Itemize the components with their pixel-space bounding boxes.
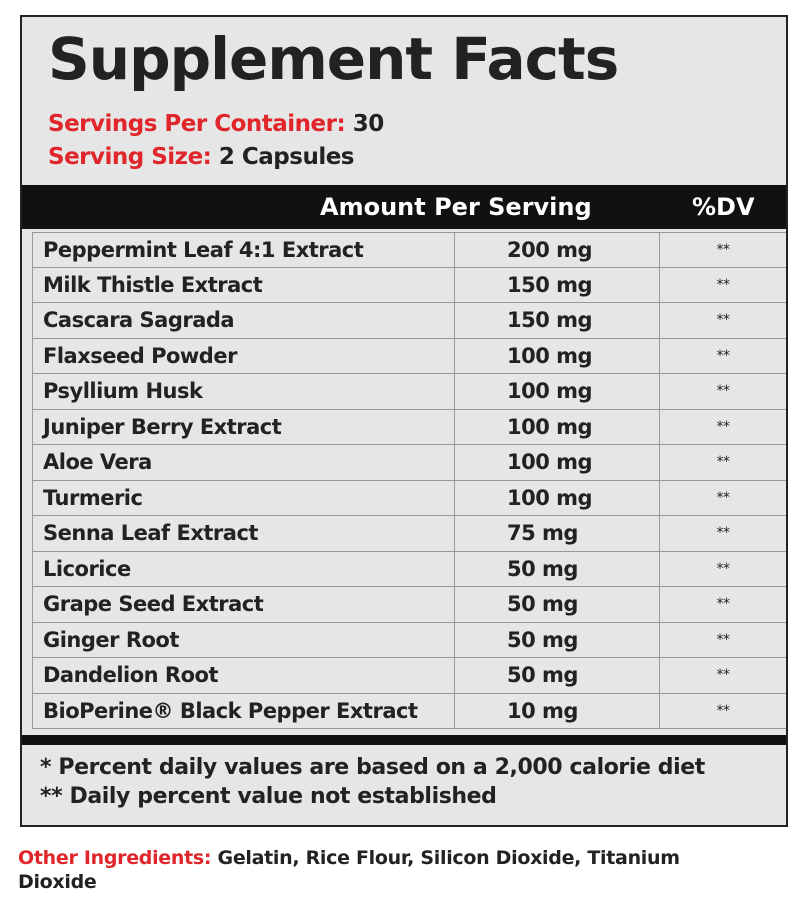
daily-value: ** xyxy=(659,409,786,444)
ingredient-row: Cascara Sagrada 150 mg ** xyxy=(32,303,786,339)
serving-size-value: 2 Capsules xyxy=(218,144,355,170)
servings-value: 30 xyxy=(352,111,385,137)
amount: 10 mg xyxy=(454,693,659,728)
ingredient-row: Aloe Vera 100 mg ** xyxy=(32,445,786,481)
daily-value: ** xyxy=(659,622,786,657)
ingredient-row: Juniper Berry Extract 100 mg ** xyxy=(32,409,786,445)
amount: 50 mg xyxy=(454,551,659,586)
daily-value: ** xyxy=(659,693,786,728)
amount: 50 mg xyxy=(454,658,659,693)
ingredient-name: Ginger Root xyxy=(32,622,454,657)
servings-label: Servings Per Container: xyxy=(48,111,346,137)
ingredient-name: Cascara Sagrada xyxy=(32,303,454,338)
ingredient-name: Milk Thistle Extract xyxy=(32,267,454,302)
amount: 100 mg xyxy=(454,480,659,515)
footnote: ** Daily percent value not established xyxy=(40,784,497,809)
other-label: Other Ingredients: xyxy=(18,847,212,869)
amount: 100 mg xyxy=(454,409,659,444)
daily-value: ** xyxy=(659,338,786,373)
ingredient-name: Grape Seed Extract xyxy=(32,587,454,622)
ingredient-name: Aloe Vera xyxy=(32,445,454,480)
ingredient-row: Flaxseed Powder 100 mg ** xyxy=(32,338,786,374)
ingredient-row: Turmeric 100 mg ** xyxy=(32,480,786,516)
ingredient-row: Milk Thistle Extract 150 mg ** xyxy=(32,267,786,303)
daily-value: ** xyxy=(659,303,786,338)
column-header: %DV xyxy=(692,193,755,221)
header-bar: Amount Per Serving %DV xyxy=(22,185,786,229)
daily-value: ** xyxy=(659,587,786,622)
serving-size-label: Serving Size: xyxy=(48,144,212,170)
facts-panel: Supplement Facts Servings Per Container:… xyxy=(20,15,788,827)
ingredient-name: Flaxseed Powder xyxy=(32,338,454,373)
ingredient-row: Senna Leaf Extract 75 mg ** xyxy=(32,516,786,552)
ingredient-name: Licorice xyxy=(32,551,454,586)
ingredient-row: Peppermint Leaf 4:1 Extract 200 mg ** xyxy=(32,232,786,268)
amount: 100 mg xyxy=(454,374,659,409)
ingredient-name: Turmeric xyxy=(32,480,454,515)
ingredient-table: Peppermint Leaf 4:1 Extract 200 mg ** Milk … xyxy=(32,232,786,729)
amount: 100 mg xyxy=(454,338,659,373)
daily-value: ** xyxy=(659,374,786,409)
amount: 150 mg xyxy=(454,267,659,302)
ingredient-row: Dandelion Root 50 mg ** xyxy=(32,658,786,694)
ingredient-name: Peppermint Leaf 4:1 Extract xyxy=(32,233,454,267)
daily-value: ** xyxy=(659,267,786,302)
ingredient-row: BioPerine® Black Pepper Extract 10 mg ** xyxy=(32,693,786,729)
ingredient-row: Grape Seed Extract 50 mg ** xyxy=(32,587,786,623)
daily-value: ** xyxy=(659,658,786,693)
amount: 50 mg xyxy=(454,622,659,657)
daily-value: ** xyxy=(659,480,786,515)
ingredient-row: Psyllium Husk 100 mg ** xyxy=(32,374,786,410)
amount: 100 mg xyxy=(454,445,659,480)
ingredient-row: Licorice 50 mg ** xyxy=(32,551,786,587)
daily-value: ** xyxy=(659,233,786,267)
ingredient-name: BioPerine® Black Pepper Extract xyxy=(32,693,454,728)
serving-size-line: Serving Size: 2 Capsules xyxy=(48,144,355,170)
daily-value: ** xyxy=(659,516,786,551)
other-value: Gelatin, Rice Flour, Silicon Dioxide, Ti… xyxy=(18,847,680,893)
ingredient-name: Dandelion Root xyxy=(32,658,454,693)
ingredient-name: Senna Leaf Extract xyxy=(32,516,454,551)
amount: 75 mg xyxy=(454,516,659,551)
ingredient-name: Juniper Berry Extract xyxy=(32,409,454,444)
ingredient-name: Psyllium Husk xyxy=(32,374,454,409)
ingredient-row: Ginger Root 50 mg ** xyxy=(32,622,786,658)
amount: 150 mg xyxy=(454,303,659,338)
daily-value: ** xyxy=(659,551,786,586)
amount: 200 mg xyxy=(454,233,659,267)
divider xyxy=(22,735,786,745)
column-header: Amount Per Serving xyxy=(320,193,592,221)
other-ingredients: Other Ingredients: Gelatin, Rice Flour, … xyxy=(18,846,698,894)
daily-value: ** xyxy=(659,445,786,480)
amount: 50 mg xyxy=(454,587,659,622)
footnote: * Percent daily values are based on a 2,… xyxy=(40,755,705,780)
title: Supplement Facts xyxy=(48,25,619,93)
servings-line: Servings Per Container: 30 xyxy=(48,111,384,137)
